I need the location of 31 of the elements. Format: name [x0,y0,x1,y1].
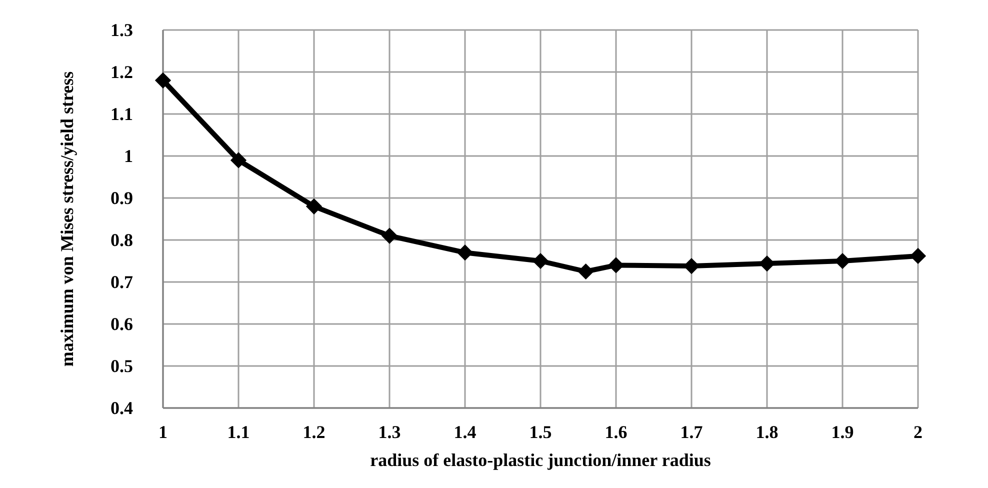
x-tick-label: 1.8 [756,422,778,442]
point [230,152,247,168]
point [910,248,926,264]
y-tick-label: 0.5 [110,356,133,376]
y-tick-label: 0.8 [110,230,133,250]
y-axis-title: maximum von Mises stress/yield stress [57,71,77,367]
y-tick-label: 0.7 [110,272,133,292]
x-tick-label: 1.9 [831,422,854,442]
point [532,252,549,270]
y-tick-label: 0.9 [110,188,133,208]
x-tick-label: 1.4 [454,422,476,442]
x-tick-label: 2 [914,422,922,442]
point [381,228,398,244]
point [154,72,172,88]
y-tick-label: 0.4 [110,398,133,418]
x-tick-label: 1.2 [302,422,326,442]
x-tick-label: 1 [158,422,168,442]
y-tick-label: 0.6 [110,314,133,334]
x-tick-label: 1.1 [227,422,250,442]
x-tick-label: 1.5 [529,422,552,442]
x-tick-label: 1.6 [604,422,628,442]
x-axis-title: radius of elasto-plastic junction/inner radius [370,450,711,470]
point [306,198,322,214]
y-tick-label: 1 [124,146,133,166]
y-tick-label: 1.2 [110,62,133,82]
x-tick-label: 1.3 [378,422,401,442]
y-tick-label: 1.1 [110,104,133,124]
y-tick-label: 1.3 [110,20,133,40]
point [578,263,594,280]
point [456,244,474,261]
x-tick-label: 1.7 [680,422,703,442]
